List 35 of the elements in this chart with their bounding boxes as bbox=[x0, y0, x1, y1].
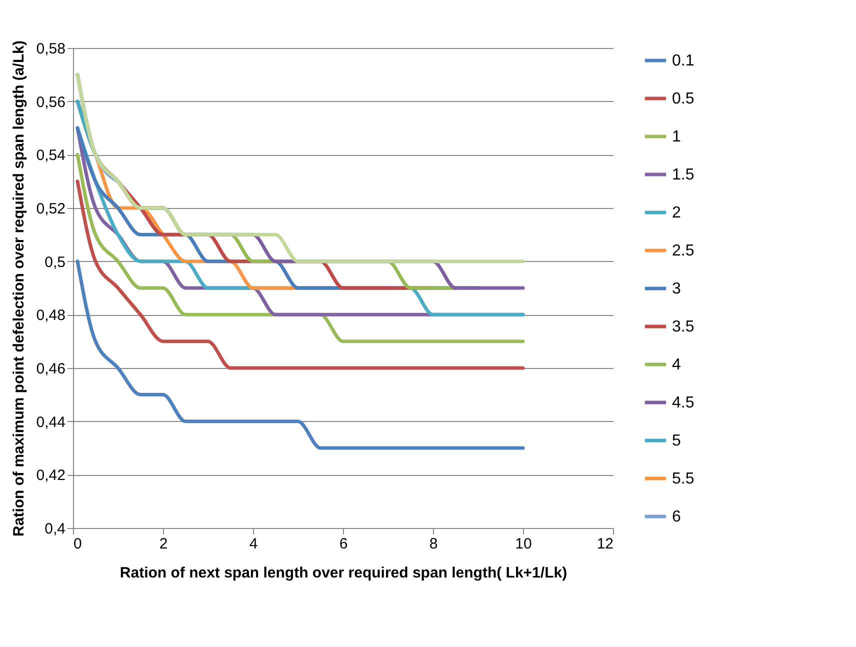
legend-label: 1.5 bbox=[672, 166, 694, 184]
y-tick-label: 0,48 bbox=[36, 307, 66, 324]
legend-label: 2.5 bbox=[672, 242, 694, 260]
y-tick-label: 0,42 bbox=[36, 467, 66, 484]
x-tick-label: 12 bbox=[596, 536, 614, 552]
y-tick-label: 0,5 bbox=[44, 254, 66, 271]
y-tick-label: 0,46 bbox=[36, 360, 66, 378]
legend-label: 4.5 bbox=[672, 394, 694, 412]
line-series bbox=[76, 260, 525, 450]
y-tick-label: 0,52 bbox=[36, 200, 66, 218]
legend-label: 2 bbox=[672, 204, 681, 222]
y-tick-label: 0,56 bbox=[36, 94, 66, 111]
legend-label: 4 bbox=[672, 356, 681, 374]
x-tick-label: 0 bbox=[74, 536, 82, 552]
x-axis-title: Ration of next span length over required span length( Lk+1/Lk) bbox=[120, 564, 568, 582]
y-axis-title: Ration of maximum point defelection over required span length (a/Lk) bbox=[10, 40, 28, 536]
y-tick-label: 0,44 bbox=[36, 414, 66, 431]
x-tick-label: 4 bbox=[249, 536, 258, 552]
legend-label: 6 bbox=[672, 508, 681, 526]
line-series bbox=[76, 180, 525, 370]
y-tick-label: 0,54 bbox=[36, 147, 66, 164]
legend-label: 5 bbox=[672, 432, 681, 450]
legend-label: 3 bbox=[672, 280, 681, 298]
y-tick-label: 0,4 bbox=[44, 520, 66, 538]
x-tick-label: 2 bbox=[159, 536, 168, 552]
x-tick-label: 10 bbox=[515, 536, 532, 552]
legend-label: 3.5 bbox=[672, 318, 694, 336]
legend-label: 1 bbox=[672, 128, 681, 146]
x-tick-label: 8 bbox=[429, 536, 438, 552]
legend-label: 0.1 bbox=[672, 52, 694, 70]
legend-label: 0.5 bbox=[672, 90, 694, 108]
line-series bbox=[76, 152, 525, 344]
y-tick-label: 0,58 bbox=[36, 40, 66, 58]
x-tick-label: 6 bbox=[339, 536, 348, 552]
legend-label: 5.5 bbox=[672, 470, 694, 488]
